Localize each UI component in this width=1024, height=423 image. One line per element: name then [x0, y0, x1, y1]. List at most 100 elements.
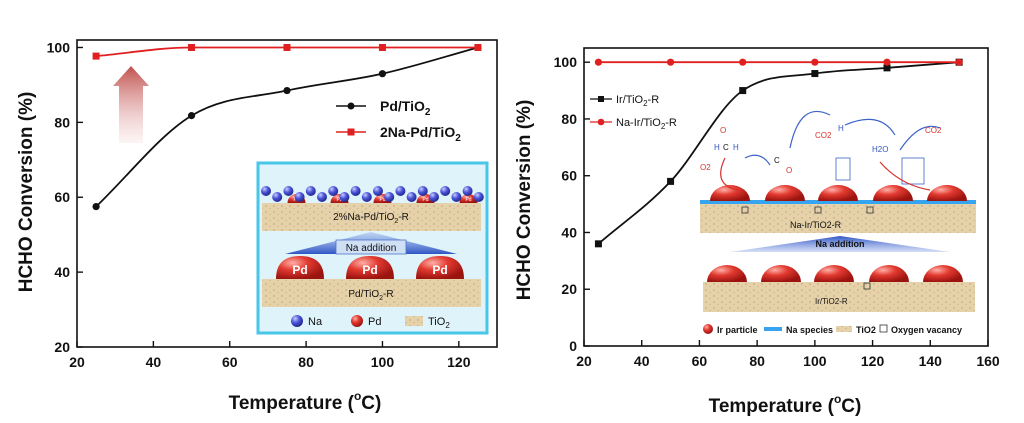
na-atom [440, 186, 451, 196]
y-tick-label: 80 [561, 111, 577, 127]
na-atom [451, 192, 462, 202]
pd-substrate [262, 279, 481, 307]
inset2-legend-na: Na species [786, 325, 833, 335]
pd-legend-icon [351, 315, 363, 327]
series-0-point [594, 240, 602, 248]
small-pd-label: Pd [336, 197, 342, 203]
x-tick-label: 80 [298, 354, 314, 370]
legend-label-nair: Na-Ir/TiO2-R [616, 117, 677, 131]
tio2-legend-icon [405, 316, 423, 326]
mech-co2-1: CO2 [815, 131, 832, 140]
inset2-legend-tio2: TiO2 [856, 325, 876, 335]
y-tick-label: 40 [561, 224, 577, 240]
ir-particle [818, 185, 858, 201]
na-atom [462, 186, 473, 196]
vacancy-legend-icon [879, 324, 888, 333]
left-y-axis-label: HCHO Conversion (%) [16, 92, 37, 293]
right-data-group [594, 58, 963, 248]
inset-arrow-label: Na addition [346, 243, 397, 254]
small-pd-label: Pd [379, 197, 385, 203]
mech-co2-2: CO2 [925, 126, 942, 135]
series-1-point [92, 52, 100, 60]
legend-marker-ir [598, 96, 604, 102]
mech-h2o: H2O [872, 145, 888, 154]
mech-h-1: H [714, 143, 720, 152]
mech-o-2: O [786, 166, 792, 175]
small-pd-label: Pd [422, 197, 428, 203]
na-species-layer [700, 200, 976, 204]
ir-particle [873, 185, 913, 201]
na-atom [317, 192, 327, 202]
legend-marker-nair [597, 118, 605, 126]
na-atom [429, 192, 439, 202]
y-tick-label: 80 [54, 114, 70, 130]
series-1-point [188, 43, 196, 51]
vacancy-top-1 [741, 206, 749, 214]
series-line-0 [95, 46, 479, 208]
plot-frame [583, 47, 989, 347]
right-x-axis-label: Temperature (oC) [709, 392, 862, 417]
tio2-legend-2-icon [836, 326, 852, 332]
vacancy-marker [863, 282, 871, 290]
y-tick-label: 100 [47, 39, 71, 55]
ir-particle [765, 185, 805, 201]
legend-label-pd: Pd/TiO2 [380, 98, 431, 118]
series-1-point [739, 58, 747, 66]
left-data-group [92, 43, 482, 211]
y-tick-label: 0 [569, 338, 577, 354]
series-1-point [666, 58, 675, 66]
ir-substrate [703, 282, 975, 312]
y-tick-label: 40 [54, 264, 70, 280]
na-atom [350, 186, 361, 196]
na-atom [261, 186, 271, 196]
na-pd-substrate [262, 203, 481, 231]
inset2-legend-ir: Ir particle [717, 325, 758, 335]
y-tick-label: 20 [561, 281, 577, 297]
x-tick-label: 80 [749, 353, 765, 369]
x-tick-label: 20 [69, 354, 85, 370]
x-tick-label: 100 [371, 354, 395, 370]
x-tick-label: 60 [692, 353, 708, 369]
left-legend: Pd/TiO2 2Na-Pd/TiO2 [336, 98, 461, 144]
mech-h-3: H [838, 124, 844, 133]
na-atom [339, 192, 350, 202]
series-0-point [739, 87, 747, 95]
x-tick-label: 40 [146, 354, 162, 370]
na-atom [294, 192, 305, 202]
na-ir-substrate [700, 203, 976, 233]
na-pd-particles: PdPdPdPdPd [261, 186, 484, 203]
increase-arrow-icon [113, 66, 149, 143]
series-0-point [667, 177, 675, 185]
series-1-point [955, 58, 963, 66]
ir-legend-icon [703, 324, 713, 334]
x-tick-label: 140 [919, 353, 943, 369]
na-atom [305, 186, 316, 196]
right-legend: Ir/TiO2-R Na-Ir/TiO2-R [590, 94, 677, 131]
inset-legend-tio2: TiO2 [428, 316, 450, 330]
pd-particle [416, 256, 464, 279]
right-inset: Na-Ir/TiO2-R Na addition Ir/TiO2-R Ir pa… [700, 110, 976, 335]
left-x-axis-label: Temperature (oC) [229, 389, 382, 414]
mech-c-1: C [723, 143, 729, 152]
inset2-legend-vacancy: Oxygen vacancy [891, 325, 962, 335]
ir-particle [710, 185, 750, 201]
na-atom [283, 186, 294, 196]
na-atom [395, 186, 406, 196]
na-atom [406, 192, 417, 202]
na-atom [272, 192, 283, 202]
na-atom [473, 192, 484, 202]
series-0-point [283, 86, 291, 95]
pd-particle-label: Pd [292, 263, 307, 277]
y-tick-label: 60 [561, 168, 577, 184]
left-inset: Pd Pd Pd Pd Pd 2%Na-Pd/TiO2-R Na addition Pd… [256, 161, 489, 335]
ir-particle [761, 265, 801, 282]
series-0-point [883, 64, 891, 72]
ir-particles [707, 265, 963, 282]
mech-o2: O2 [700, 163, 711, 172]
na-addition-arrow-2-icon [730, 236, 950, 252]
inset-bottom-label: Pd/TiO2-R [348, 289, 393, 302]
series-0-point [378, 70, 387, 78]
series-0-point [187, 112, 196, 120]
pd-particle [276, 256, 324, 279]
